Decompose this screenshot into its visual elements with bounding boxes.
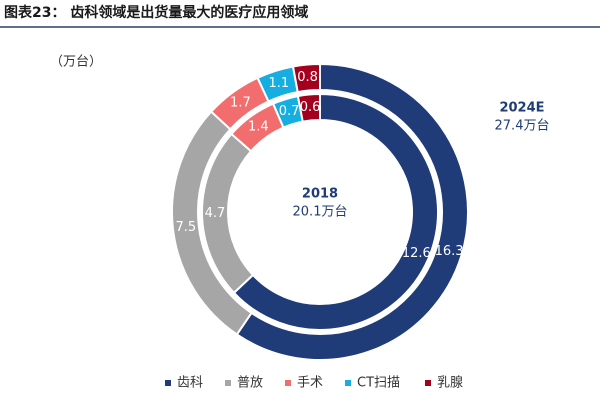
series-total: 27.4万台 bbox=[495, 119, 550, 134]
data-label: 1.4 bbox=[248, 120, 269, 135]
legend-label: CT扫描 bbox=[357, 376, 400, 391]
donut-segment bbox=[296, 92, 321, 123]
data-label: 4.7 bbox=[205, 206, 226, 221]
data-label: 1.7 bbox=[230, 95, 251, 110]
unit-label: （万台） bbox=[50, 55, 102, 70]
legend-label: 手术 bbox=[297, 376, 323, 391]
data-label: 0.6 bbox=[300, 100, 321, 115]
series-name: 2018 bbox=[302, 187, 338, 202]
data-label: 1.1 bbox=[269, 76, 290, 91]
legend-marker bbox=[425, 380, 431, 386]
legend-label: 普放 bbox=[237, 376, 263, 391]
chart-title: 图表23： 齿科领域是出货量最大的医疗应用领域 bbox=[4, 4, 308, 21]
legend-marker bbox=[345, 380, 351, 386]
data-label: 12.6 bbox=[402, 246, 431, 261]
donut-segment bbox=[232, 92, 439, 331]
legend-marker bbox=[165, 380, 171, 386]
series-total: 20.1万台 bbox=[293, 205, 348, 220]
legend-label: 齿科 bbox=[177, 376, 203, 391]
data-label: 16.3 bbox=[435, 244, 464, 259]
donut-segment bbox=[291, 62, 321, 94]
data-label: 0.7 bbox=[279, 104, 300, 119]
series-name: 2024E bbox=[499, 101, 544, 116]
legend-marker bbox=[225, 380, 231, 386]
data-label: 7.5 bbox=[176, 220, 197, 235]
legend-label: 乳腺 bbox=[437, 376, 463, 391]
donut-segment bbox=[235, 62, 469, 361]
data-label: 0.8 bbox=[297, 70, 318, 85]
legend-marker bbox=[285, 380, 291, 386]
